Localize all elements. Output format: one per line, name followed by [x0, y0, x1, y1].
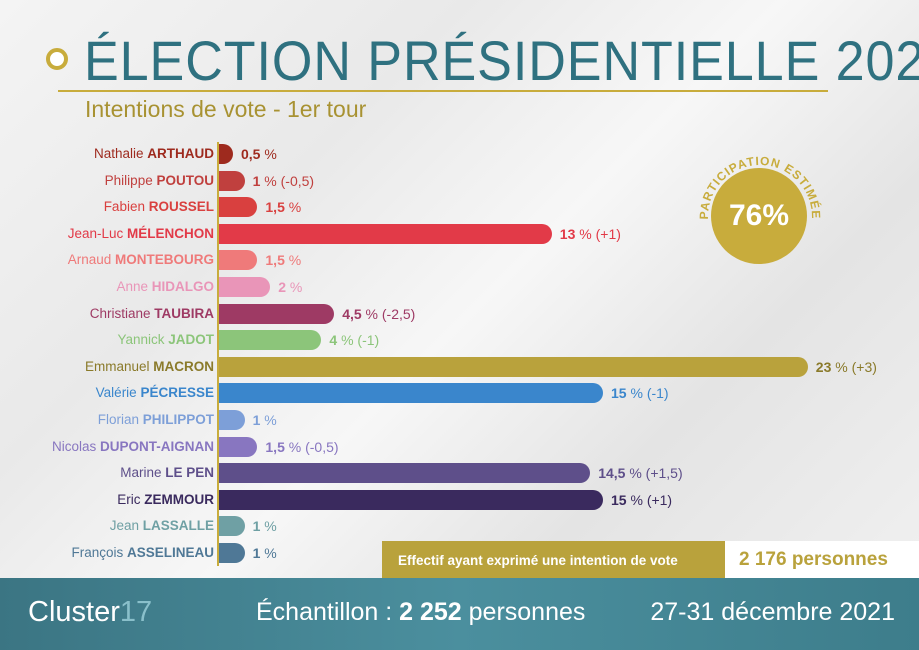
bar-row: Eric ZEMMOUR 15 % (+1)	[0, 489, 919, 510]
bar-row: Emmanuel MACRON 23 % (+3)	[0, 356, 919, 377]
bar	[219, 170, 245, 191]
value-label: 0,5 %	[241, 146, 277, 162]
value-label: 15 % (+1)	[611, 491, 673, 508]
candidate-name: Anne HIDALGO	[116, 279, 214, 294]
bar	[219, 303, 335, 324]
bar-row: Nathalie ARTHAUD 0,5 %	[0, 144, 919, 164]
footer: Cluster17 Échantillon : 2 252 personnes …	[0, 578, 919, 650]
value-label: 1,5 %	[265, 199, 302, 216]
title-bullet-icon	[46, 48, 68, 70]
value-label: 1 %	[252, 545, 277, 561]
candidate-name: Nathalie ARTHAUD	[93, 146, 214, 161]
bar	[219, 436, 258, 457]
bar-row: Anne HIDALGO 2 %	[0, 277, 919, 297]
cluster17-logo: Cluster17	[28, 596, 153, 628]
value-label: 4 % (-1)	[329, 332, 380, 349]
candidate-name: Marine LE PEN	[120, 465, 214, 481]
candidate-name: Florian PHILIPPOT	[97, 412, 214, 427]
sample-size: Échantillon : 2 252 personnes	[256, 598, 586, 626]
bar	[219, 463, 591, 484]
title-underline	[58, 90, 828, 92]
bar	[219, 383, 603, 404]
bar	[219, 144, 233, 164]
chart-axis	[217, 142, 219, 566]
bar-row: Fabien ROUSSEL 1,5 %	[0, 197, 919, 218]
bar-row: Jean-Luc MÉLENCHON 13 % (+1)	[0, 223, 919, 244]
candidate-name: Nicolas DUPONT-AIGNAN	[51, 438, 214, 454]
effectif-value: 2 176 personnes	[725, 541, 919, 579]
bar	[219, 250, 258, 271]
value-label: 23 % (+3)	[815, 358, 877, 375]
value-label: 2 %	[278, 279, 303, 295]
value-label: 1,5 %	[265, 252, 302, 269]
candidate-name: Jean LASSALLE	[109, 518, 214, 534]
bar-row: Yannick JADOT 4 % (-1)	[0, 330, 919, 351]
bar-row: Nicolas DUPONT-AIGNAN 1,5 % (-0,5)	[0, 436, 919, 457]
bar-row: Florian PHILIPPOT 1 %	[0, 410, 919, 430]
candidate-name: Jean-Luc MÉLENCHON	[67, 225, 214, 241]
candidate-name: Philippe POUTOU	[104, 172, 214, 188]
candidate-name: Emmanuel MACRON	[84, 358, 214, 374]
value-label: 13 % (+1)	[559, 225, 621, 242]
candidate-name: Fabien ROUSSEL	[103, 199, 214, 215]
bar-row: Philippe POUTOU 1 % (-0,5)	[0, 170, 919, 191]
effectif-box: Effectif ayant exprimé une intention de …	[382, 541, 919, 579]
candidate-name: Christiane TAUBIRA	[89, 305, 214, 321]
bar	[219, 223, 552, 244]
bar	[219, 543, 245, 563]
bar-row: Marine LE PEN 14,5 % (+1,5)	[0, 463, 919, 484]
subtitle: Intentions de vote - 1er tour	[85, 96, 367, 122]
value-label: 1 %	[252, 412, 277, 428]
bar	[219, 197, 258, 218]
bar-row: Arnaud MONTEBOURG 1,5 %	[0, 250, 919, 271]
bar-row: Valérie PÉCRESSE 15 % (-1)	[0, 383, 919, 404]
value-label: 14,5 % (+1,5)	[598, 465, 683, 482]
page-title: ÉLECTION PRÉSIDENTIELLE 2022	[84, 29, 919, 92]
candidate-name: François ASSELINEAU	[71, 545, 214, 560]
bar	[219, 356, 808, 377]
bar	[219, 489, 603, 510]
bar	[219, 277, 271, 297]
bar	[219, 330, 322, 351]
participation-circle: 76%	[711, 168, 807, 264]
value-label: 1 %	[252, 518, 277, 535]
bar-row: François ASSELINEAU 1 %	[0, 543, 919, 563]
candidate-name: Eric ZEMMOUR	[117, 491, 214, 507]
candidate-name: Arnaud MONTEBOURG	[67, 252, 214, 268]
bar	[219, 410, 245, 430]
value-label: 4,5 % (-2,5)	[342, 305, 416, 322]
candidate-name: Yannick JADOT	[117, 332, 214, 348]
bar	[219, 516, 245, 537]
value-label: 1,5 % (-0,5)	[265, 438, 339, 455]
bar-row: Jean LASSALLE 1 %	[0, 516, 919, 537]
bar-row: Christiane TAUBIRA 4,5 % (-2,5)	[0, 303, 919, 324]
value-label: 1 % (-0,5)	[252, 172, 315, 189]
value-label: 15 % (-1)	[611, 385, 669, 402]
effectif-label: Effectif ayant exprimé une intention de …	[382, 541, 725, 579]
survey-date: 27-31 décembre 2021	[650, 598, 895, 626]
candidate-name: Valérie PÉCRESSE	[95, 385, 214, 401]
participation-value: 76%	[728, 199, 790, 232]
